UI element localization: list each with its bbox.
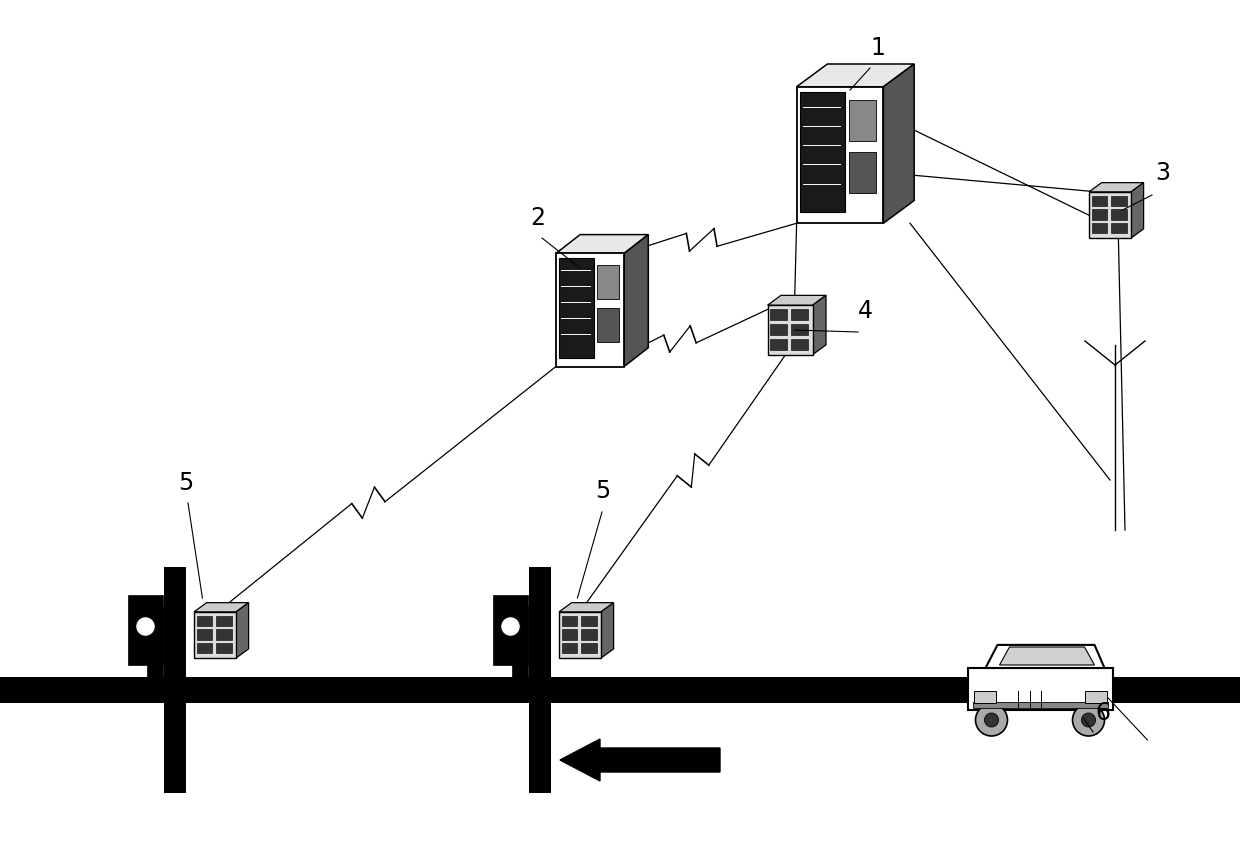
Bar xyxy=(193,612,236,658)
Bar xyxy=(216,630,232,639)
Text: 3: 3 xyxy=(1154,161,1171,185)
Bar xyxy=(164,567,186,793)
Bar xyxy=(848,152,877,193)
Bar xyxy=(562,615,578,625)
Bar xyxy=(770,339,787,350)
Polygon shape xyxy=(1131,183,1143,239)
Bar xyxy=(559,612,601,658)
Polygon shape xyxy=(1089,183,1143,192)
Circle shape xyxy=(976,704,1007,736)
Bar xyxy=(1085,691,1106,703)
Polygon shape xyxy=(601,602,614,658)
Bar xyxy=(0,677,1240,703)
Bar xyxy=(596,265,619,299)
Polygon shape xyxy=(812,295,826,354)
Bar xyxy=(770,309,787,320)
Text: 2: 2 xyxy=(529,206,546,230)
Polygon shape xyxy=(559,602,614,612)
Bar xyxy=(580,615,596,625)
Bar xyxy=(1091,209,1107,220)
Bar xyxy=(556,253,624,366)
Bar xyxy=(562,630,578,639)
Bar xyxy=(196,630,212,639)
Text: 1: 1 xyxy=(870,36,885,60)
Bar xyxy=(196,615,212,625)
Text: 4: 4 xyxy=(858,299,873,323)
Bar xyxy=(216,615,232,625)
Bar xyxy=(1111,196,1127,206)
Polygon shape xyxy=(999,647,1095,665)
Bar xyxy=(973,691,996,703)
Bar xyxy=(580,630,596,639)
Bar xyxy=(216,644,232,654)
Polygon shape xyxy=(556,234,649,253)
Bar xyxy=(800,92,846,212)
Bar xyxy=(148,606,162,691)
Circle shape xyxy=(1073,704,1105,736)
Bar xyxy=(128,595,162,665)
Bar xyxy=(768,305,812,354)
Bar xyxy=(596,308,619,341)
Bar xyxy=(770,324,787,335)
Circle shape xyxy=(501,617,521,637)
Polygon shape xyxy=(796,64,914,87)
Bar xyxy=(791,309,808,320)
Bar xyxy=(1091,223,1107,233)
FancyArrow shape xyxy=(560,739,720,781)
Polygon shape xyxy=(883,64,914,223)
Polygon shape xyxy=(986,645,1105,668)
Bar xyxy=(562,644,578,654)
Bar xyxy=(1111,223,1127,233)
Text: 5: 5 xyxy=(595,479,610,503)
Polygon shape xyxy=(768,295,826,305)
Bar xyxy=(791,324,808,335)
Polygon shape xyxy=(193,602,248,612)
Bar xyxy=(796,87,883,223)
Polygon shape xyxy=(624,234,649,366)
Bar xyxy=(529,567,551,793)
Text: 6: 6 xyxy=(1095,701,1110,725)
Bar xyxy=(791,339,808,350)
Bar xyxy=(494,595,528,665)
Bar xyxy=(559,258,594,358)
Polygon shape xyxy=(236,602,248,658)
Bar xyxy=(1091,196,1107,206)
Bar xyxy=(848,100,877,142)
Text: 5: 5 xyxy=(179,471,193,495)
Bar xyxy=(580,644,596,654)
Circle shape xyxy=(135,617,155,637)
Bar xyxy=(1111,209,1127,220)
Circle shape xyxy=(985,713,998,727)
Bar xyxy=(512,606,528,691)
Bar xyxy=(1089,192,1131,239)
Bar xyxy=(972,702,1107,708)
Circle shape xyxy=(1081,713,1095,727)
Bar xyxy=(967,668,1112,710)
Bar xyxy=(196,644,212,654)
